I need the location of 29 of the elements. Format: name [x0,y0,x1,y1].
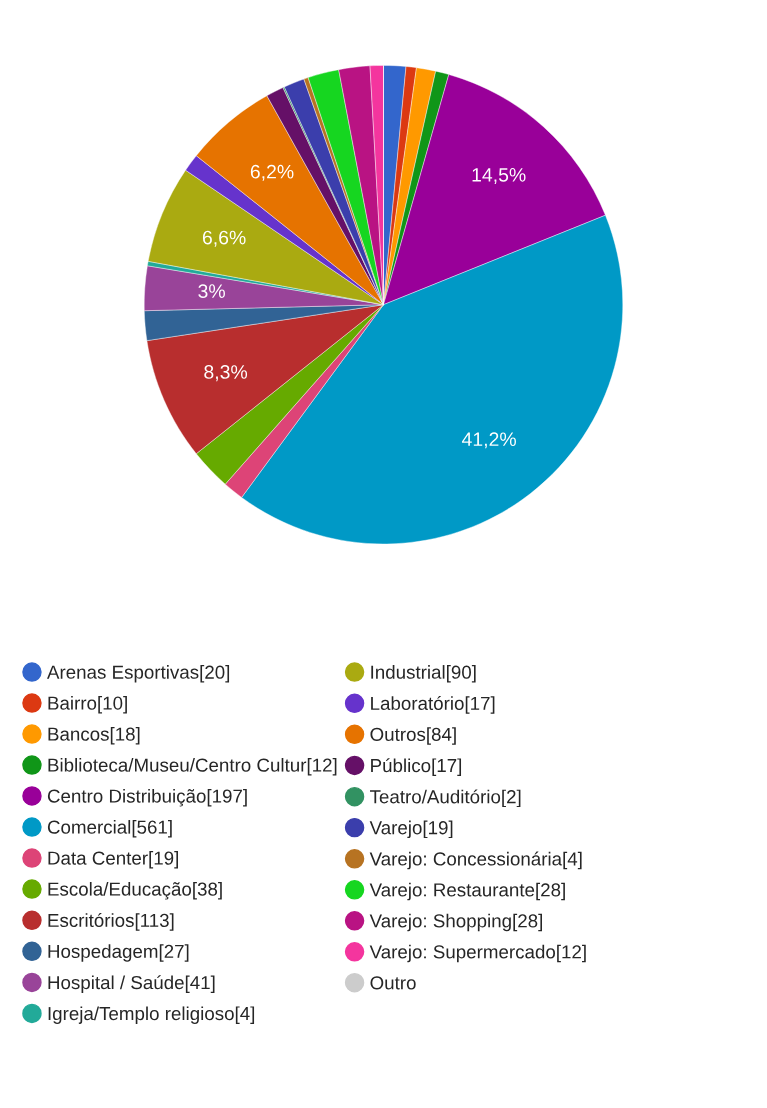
legend-label: Público[17] [371,758,462,776]
data-label: 41,2% [461,432,516,449]
data-label: 8,3% [204,365,248,382]
legend-label: Industrial[90] [371,665,476,683]
data-label: 6,2% [250,164,294,181]
legend-label: Hospital / Saúde[41] [48,975,215,993]
data-label: 6,6% [202,230,246,247]
legend-label: Outro [370,976,416,990]
legend-label: Varejo: Supermercado[12] [369,944,586,963]
legend-label: Outros[84] [370,727,456,745]
legend-label: Comercial[561] [47,820,172,838]
legend-label: Arenas Esportivas[20] [47,665,230,683]
legend-label: Escola/Educação[38] [48,881,222,900]
legend-label: Varejo: Shopping[28] [369,913,542,932]
legend-label: Teatro/Auditório[2] [370,789,521,808]
legend-label: Bancos[18] [48,727,140,745]
legend-label: Hospedagem[27] [48,944,189,962]
legend-label: Bairro[10] [48,696,127,714]
legend-label: Laboratório[17] [371,696,495,714]
data-label: 14,5% [472,168,526,185]
legend-label: Varejo: Restaurante[28] [369,882,565,901]
data-label: 3% [198,284,225,299]
legend-label: Biblioteca/Museu/Centro Cultur[12] [48,757,337,776]
legend-label: Varejo[19] [369,820,453,839]
legend-label: Escritórios[113] [48,913,174,931]
legend-label: Varejo: Concessionária[4] [369,851,582,870]
legend-label: Data Center[19] [48,851,178,869]
legend-label: Centro Distribuição[197] [47,788,247,807]
legend-label: Igreja/Templo religioso[4] [48,1006,255,1024]
